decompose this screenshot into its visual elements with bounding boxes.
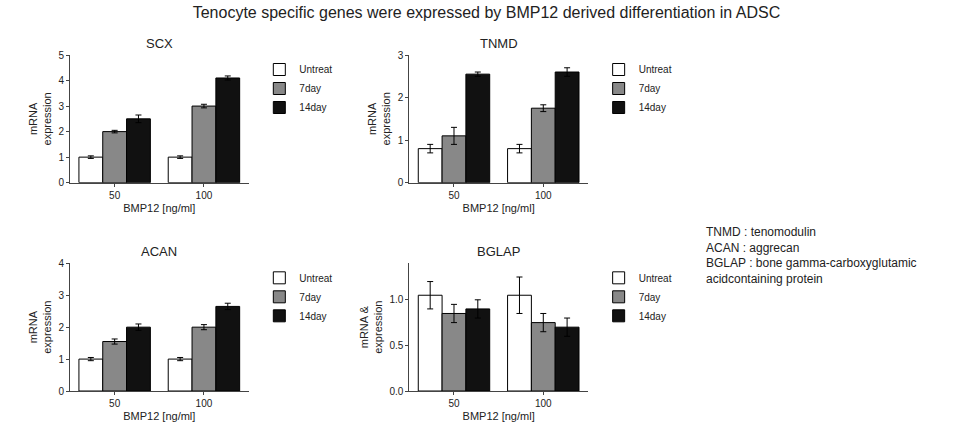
svg-text:0.5: 0.5 (389, 340, 403, 351)
svg-text:50: 50 (448, 190, 460, 201)
svg-text:7day: 7day (639, 83, 661, 94)
svg-text:BMP12 [ng/ml]: BMP12 [ng/ml] (463, 410, 535, 422)
svg-text:SCX: SCX (146, 36, 173, 51)
svg-text:4: 4 (58, 258, 64, 269)
svg-text:Untreat: Untreat (639, 273, 672, 284)
svg-text:2: 2 (398, 92, 404, 103)
svg-text:14day: 14day (299, 311, 326, 322)
svg-text:mRNAexpression: mRNAexpression (27, 301, 53, 354)
svg-text:3: 3 (58, 101, 64, 112)
svg-text:0: 0 (398, 177, 404, 188)
svg-text:3: 3 (398, 50, 404, 61)
svg-text:2: 2 (58, 126, 64, 137)
svg-text:50: 50 (109, 398, 121, 409)
svg-text:BMP12 [ng/ml]: BMP12 [ng/ml] (123, 410, 195, 422)
svg-text:50: 50 (448, 398, 460, 409)
svg-text:1: 1 (398, 135, 404, 146)
svg-text:BMP12 [ng/ml]: BMP12 [ng/ml] (123, 202, 195, 214)
svg-text:1: 1 (58, 354, 64, 365)
svg-text:mRNA &expression: mRNA &expression (358, 301, 384, 354)
svg-text:BMP12 [ng/ml]: BMP12 [ng/ml] (463, 202, 535, 214)
svg-text:7day: 7day (639, 292, 661, 303)
svg-text:mRNAexpression: mRNAexpression (366, 92, 392, 145)
svg-text:ACAN: ACAN (141, 244, 177, 259)
svg-text:100: 100 (535, 398, 552, 409)
svg-text:100: 100 (535, 190, 552, 201)
svg-text:Tenocyte specific genes were e: Tenocyte specific genes were expressed b… (193, 4, 781, 21)
svg-text:0: 0 (58, 177, 64, 188)
svg-text:100: 100 (196, 190, 213, 201)
svg-text:TNMD : tenomodulinACAN : aggre: TNMD : tenomodulinACAN : aggrecanBGLAP :… (706, 225, 917, 286)
svg-text:Untreat: Untreat (639, 64, 672, 75)
svg-text:7day: 7day (299, 292, 321, 303)
svg-text:50: 50 (109, 190, 121, 201)
svg-text:BGLAP: BGLAP (477, 244, 520, 259)
svg-text:100: 100 (196, 398, 213, 409)
svg-text:7day: 7day (299, 83, 321, 94)
svg-text:0.0: 0.0 (389, 386, 403, 397)
svg-text:14day: 14day (639, 102, 666, 113)
svg-text:TNMD: TNMD (480, 36, 518, 51)
svg-text:3: 3 (58, 290, 64, 301)
svg-text:2: 2 (58, 322, 64, 333)
svg-text:mRNAexpression: mRNAexpression (27, 92, 53, 145)
svg-text:14day: 14day (639, 311, 666, 322)
svg-text:Untreat: Untreat (299, 273, 332, 284)
svg-text:1: 1 (58, 152, 64, 163)
svg-text:5: 5 (58, 50, 64, 61)
svg-text:4: 4 (58, 75, 64, 86)
svg-text:0: 0 (58, 386, 64, 397)
svg-text:Untreat: Untreat (299, 64, 332, 75)
svg-text:14day: 14day (299, 102, 326, 113)
svg-text:1.0: 1.0 (389, 294, 403, 305)
